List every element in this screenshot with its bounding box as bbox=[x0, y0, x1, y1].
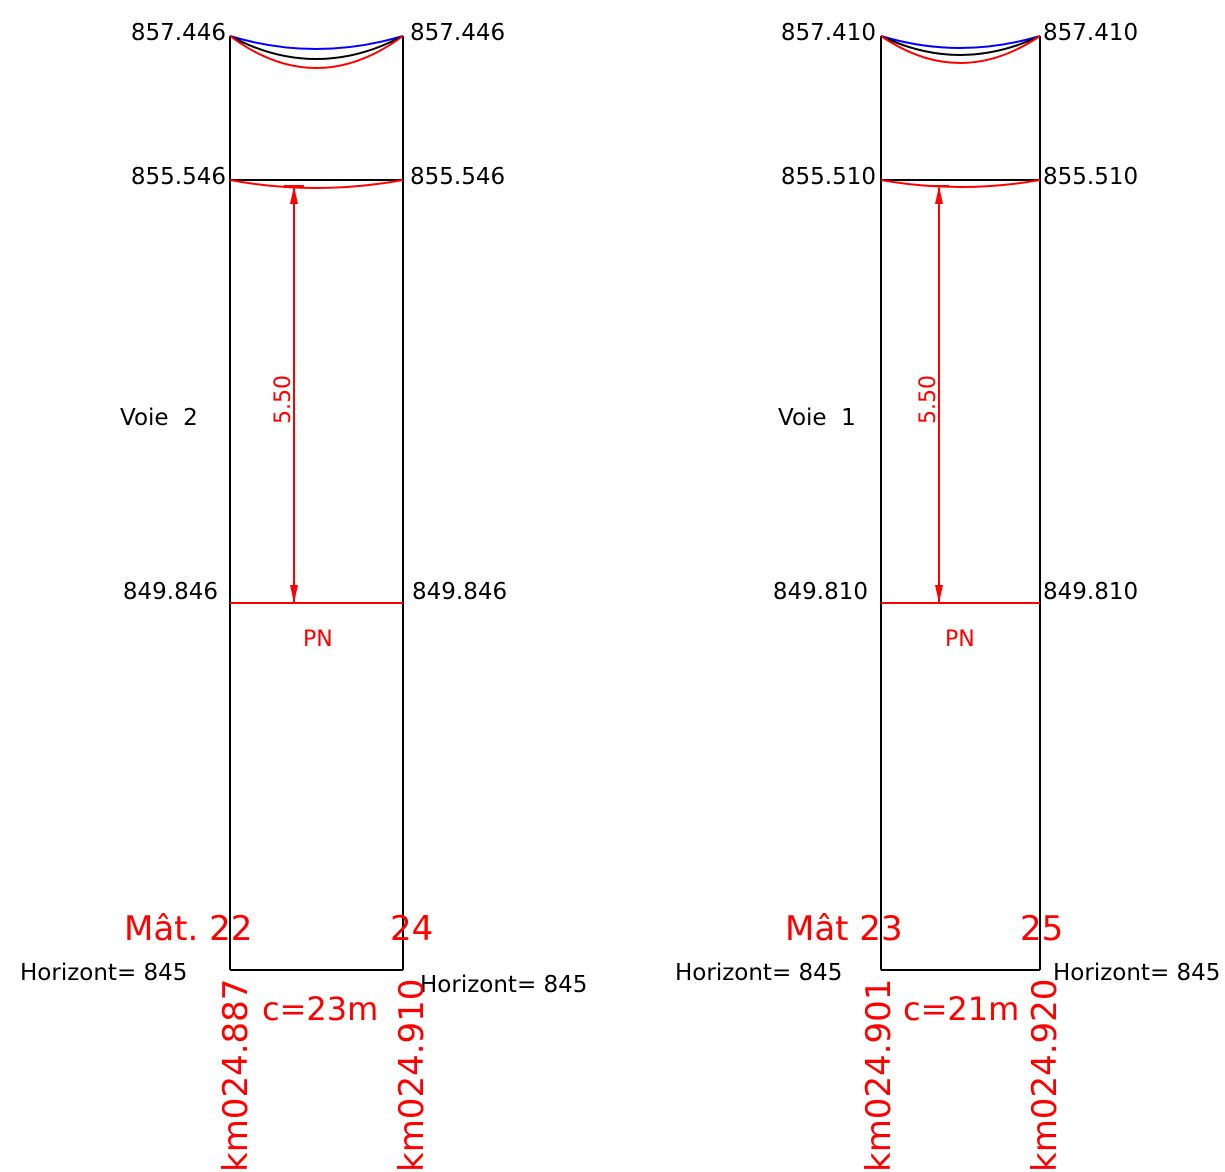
elevation-low-right: 849.846 bbox=[412, 579, 507, 605]
height-dimension-label: 5.50 bbox=[271, 375, 296, 424]
km-right-label: km024.910 bbox=[392, 979, 432, 1172]
km-left-label: km024.887 bbox=[216, 979, 256, 1172]
messenger-wire-curve bbox=[880, 35, 1041, 56]
track-label: Voie 1 bbox=[778, 405, 856, 431]
elevation-mid-left: 855.546 bbox=[131, 164, 226, 190]
sag-wire-curve bbox=[229, 35, 404, 69]
elevation-mid-left: 855.510 bbox=[781, 164, 876, 190]
km-right-label: km024.920 bbox=[1025, 979, 1065, 1172]
horizon-left-label: Horizont= 845 bbox=[20, 960, 187, 986]
elevation-top-left: 857.446 bbox=[131, 20, 226, 46]
elevation-top-right: 857.446 bbox=[410, 20, 505, 46]
horizon-left-label: Horizont= 845 bbox=[675, 960, 842, 986]
elevation-mid-right: 855.510 bbox=[1043, 164, 1138, 190]
track-label: Voie 2 bbox=[120, 405, 198, 431]
km-left-label: km024.901 bbox=[859, 979, 899, 1172]
mid-wire-sag bbox=[229, 179, 404, 189]
mast-left-label: Mât. 22 bbox=[124, 909, 252, 949]
mast-right-label: 25 bbox=[1020, 909, 1063, 949]
elevation-low-left: 849.810 bbox=[773, 579, 868, 605]
horizon-right-label: Horizont= 845 bbox=[420, 972, 587, 998]
span-label: c=21m bbox=[903, 990, 1019, 1028]
profile-panel-right: 5.50 PN 857.410 857.410 855.510 855.510 … bbox=[675, 20, 1220, 1172]
span-label: c=23m bbox=[262, 990, 378, 1028]
sag-wire-curve bbox=[880, 35, 1041, 64]
horizon-right-label: Horizont= 845 bbox=[1053, 960, 1220, 986]
height-dimension-label: 5.50 bbox=[916, 375, 941, 424]
dimension-arrow-up-icon bbox=[290, 186, 298, 204]
contact-wire-curve bbox=[229, 35, 404, 50]
elevation-top-right: 857.410 bbox=[1043, 20, 1138, 46]
elevation-mid-right: 855.546 bbox=[410, 164, 505, 190]
messenger-wire-curve bbox=[229, 35, 404, 60]
pn-label: PN bbox=[303, 627, 333, 652]
elevation-low-right: 849.810 bbox=[1043, 579, 1138, 605]
profile-panel-left: 5.50 PN 857.446 857.446 855.546 855.546 … bbox=[20, 20, 587, 1172]
dimension-arrow-down-icon bbox=[290, 585, 298, 603]
elevation-low-left: 849.846 bbox=[123, 579, 218, 605]
contact-wire-curve bbox=[880, 35, 1041, 49]
mid-wire-sag bbox=[880, 179, 1041, 188]
pn-label: PN bbox=[945, 627, 975, 652]
elevation-top-left: 857.410 bbox=[781, 20, 876, 46]
mast-left-label: Mât 23 bbox=[785, 909, 903, 949]
dimension-arrow-down-icon bbox=[935, 585, 943, 603]
dimension-arrow-up-icon bbox=[935, 186, 943, 204]
mast-right-label: 24 bbox=[390, 909, 433, 949]
